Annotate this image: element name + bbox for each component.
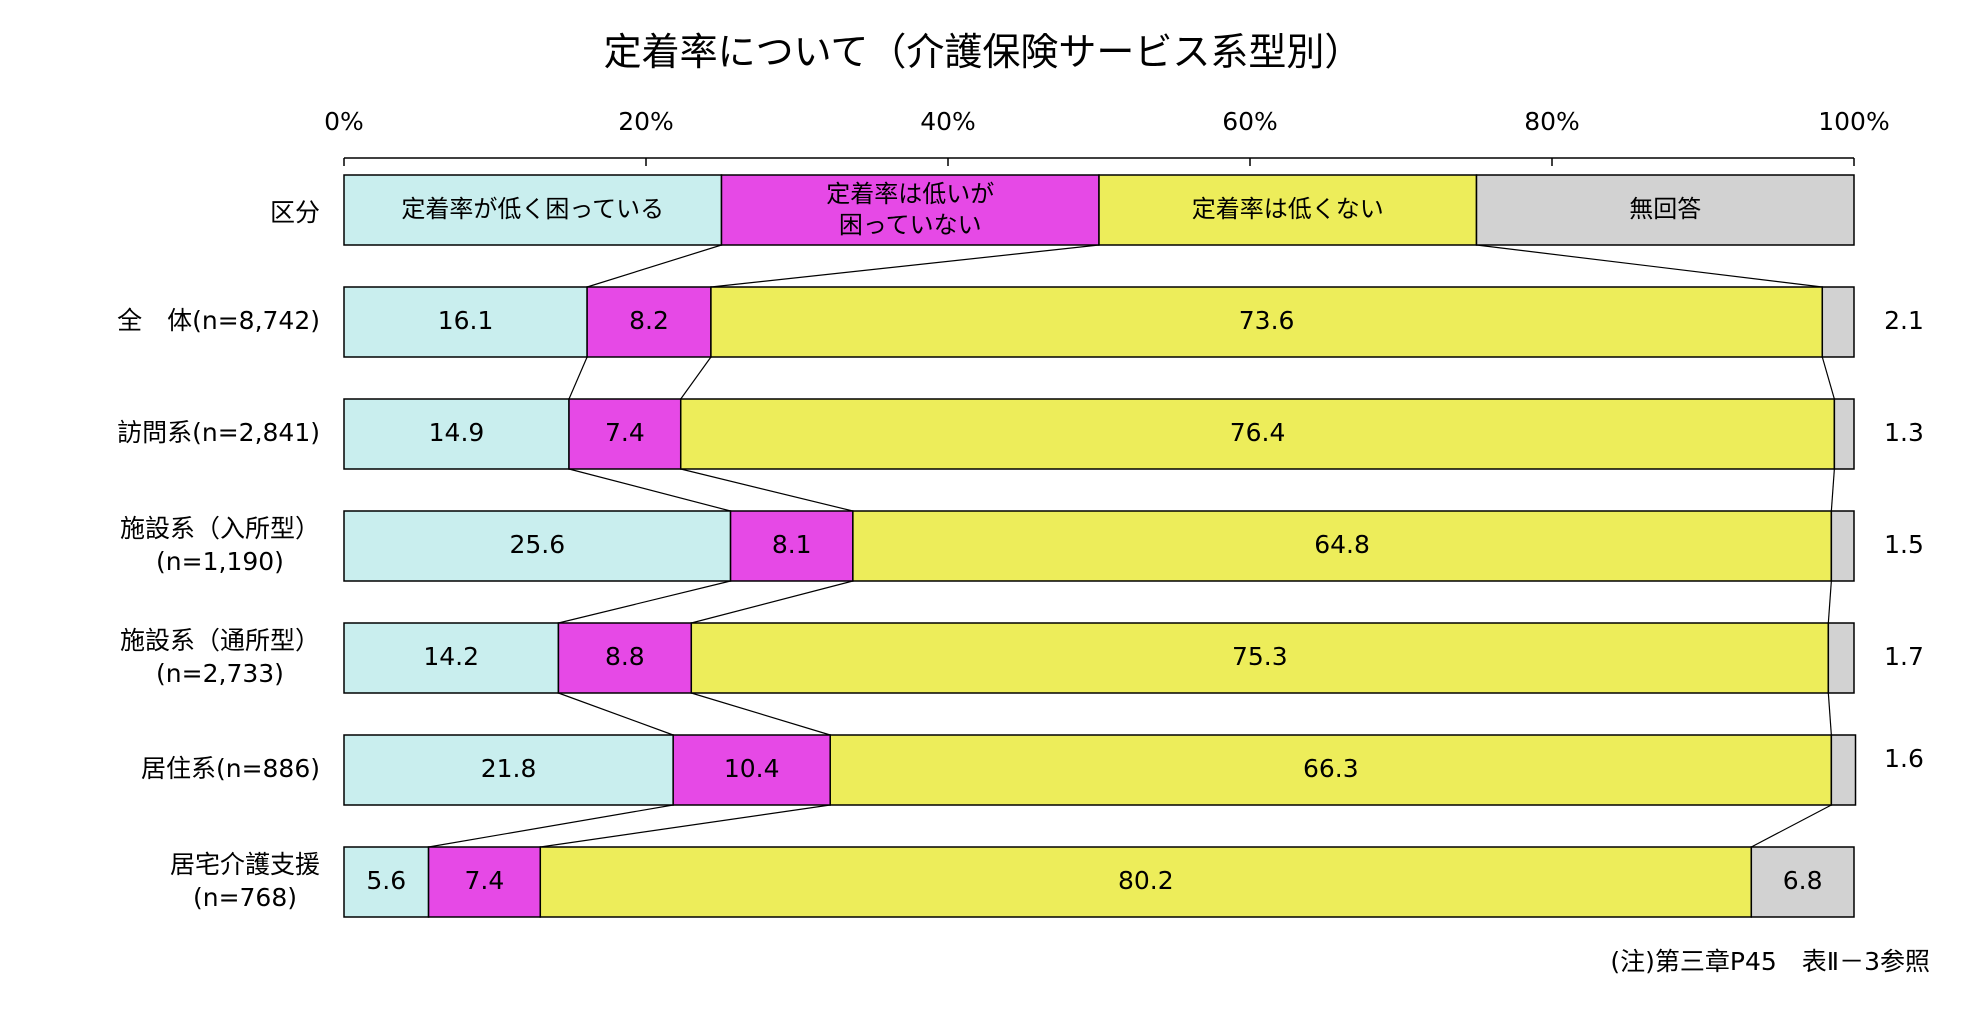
bar — [1833, 398, 1855, 470]
connector — [540, 804, 831, 848]
bar — [343, 622, 560, 694]
connector — [691, 692, 831, 736]
bar — [729, 510, 854, 582]
bar — [1827, 622, 1855, 694]
data-label: 1.3 — [1884, 418, 1924, 447]
data-label: 5.6 — [366, 866, 407, 895]
connector — [710, 244, 1100, 288]
bar — [852, 510, 1833, 582]
bar — [586, 286, 712, 358]
legend-label: 定着率は低くない — [1191, 195, 1384, 224]
connector — [1827, 692, 1832, 736]
data-label: 16.1 — [437, 306, 494, 335]
data-label: 66.3 — [1302, 754, 1359, 783]
y-tick-label: 施設系（入所型） (n=1,190) — [119, 514, 320, 576]
bar — [539, 846, 1753, 918]
chart-title: 定着率について（介護保険サービス系型別） — [603, 30, 1363, 74]
data-label: 6.8 — [1782, 866, 1823, 895]
x-tick-label: 40% — [920, 107, 976, 136]
bar — [343, 734, 674, 806]
bar — [427, 846, 542, 918]
data-label: 80.2 — [1117, 866, 1174, 895]
legend-box — [343, 174, 723, 246]
data-label: 73.6 — [1238, 306, 1295, 335]
legend-box — [720, 174, 1100, 246]
bar — [343, 286, 588, 358]
x-tick-label: 20% — [618, 107, 674, 136]
connector — [1476, 244, 1823, 288]
bar — [1830, 734, 1857, 806]
x-tick-label: 80% — [1524, 107, 1580, 136]
connector — [680, 468, 854, 512]
y-tick-label: 施設系（通所型） (n=2,733) — [119, 626, 320, 688]
data-label: 8.2 — [629, 306, 669, 335]
connector — [568, 468, 731, 512]
bar — [568, 398, 682, 470]
data-label: 1.6 — [1884, 744, 1924, 773]
legend-label: 無回答 — [1629, 195, 1702, 224]
bar — [1821, 286, 1855, 358]
connector — [1751, 804, 1832, 848]
legend-box — [1098, 174, 1478, 246]
bar — [1750, 846, 1855, 918]
connector — [691, 580, 854, 624]
data-label: 64.8 — [1314, 530, 1370, 559]
note: (注)第三章P45 表Ⅱ－3参照 — [1610, 947, 1930, 976]
connector — [1830, 468, 1835, 512]
bar — [343, 398, 570, 470]
data-label: 14.9 — [428, 418, 485, 447]
data-label: 7.4 — [604, 418, 645, 447]
data-label: 76.4 — [1229, 418, 1286, 447]
connector — [1827, 580, 1832, 624]
data-label: 8.1 — [771, 530, 812, 559]
data-label: 14.2 — [423, 642, 480, 671]
y-tick-label: 訪問系(n=2,841) — [117, 418, 320, 447]
y-tick-label: 居住系(n=886) — [140, 754, 320, 783]
bar — [829, 734, 1833, 806]
connector — [428, 804, 674, 848]
connector — [1821, 356, 1835, 400]
data-label: 1.7 — [1884, 642, 1924, 671]
data-label: 75.3 — [1231, 642, 1288, 671]
x-tick-label: 60% — [1222, 107, 1278, 136]
data-label: 7.4 — [464, 866, 505, 895]
connector — [568, 356, 588, 400]
legend-label: 定着率は低いが 困っていない — [826, 179, 995, 239]
data-label: 1.5 — [1884, 530, 1924, 559]
bar — [1830, 510, 1855, 582]
connector — [586, 244, 722, 288]
bar — [557, 622, 693, 694]
data-label: 8.8 — [604, 642, 645, 671]
data-label: 21.8 — [480, 754, 537, 783]
y-tick-label: 居宅介護支援 (n=768) — [169, 850, 320, 912]
x-tick-label: 100% — [1818, 107, 1890, 136]
connector — [680, 356, 712, 400]
bar — [343, 510, 732, 582]
legend-label: 定着率が低く困っている — [401, 195, 665, 224]
data-label: 2.1 — [1884, 306, 1924, 335]
connector — [558, 580, 731, 624]
legend-title: 区分 — [269, 198, 320, 227]
bar — [679, 398, 1836, 470]
x-tick-label: 0% — [324, 107, 364, 136]
legend-box — [1475, 174, 1855, 246]
connector — [558, 692, 674, 736]
y-tick-label: 全 体(n=8,742) — [117, 306, 320, 335]
data-label: 25.6 — [509, 530, 566, 559]
data-label: 10.4 — [723, 754, 780, 783]
